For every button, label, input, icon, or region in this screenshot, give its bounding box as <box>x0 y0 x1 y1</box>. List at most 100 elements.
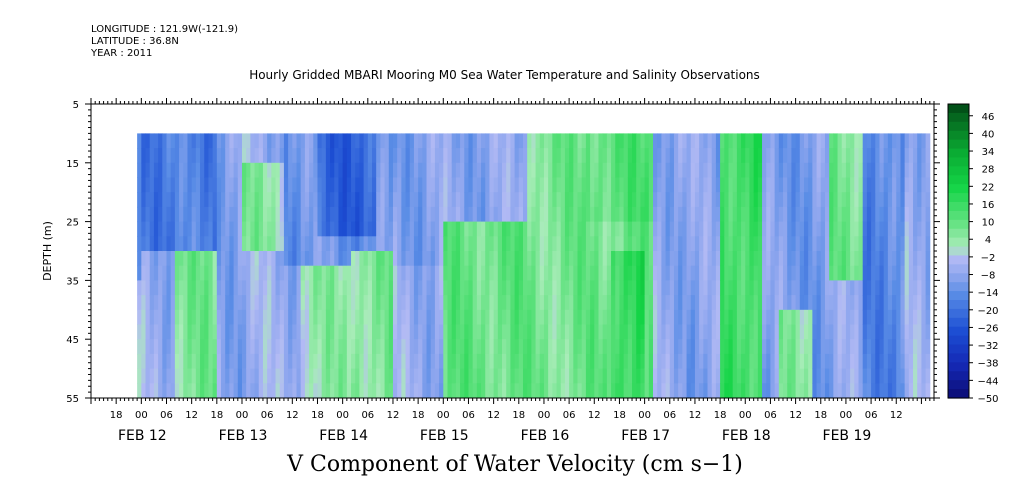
heatmap-cell <box>506 192 511 208</box>
heatmap-cell <box>317 206 323 223</box>
heatmap-cell <box>552 192 558 208</box>
heatmap-cell <box>770 162 776 178</box>
heatmap-cell <box>866 206 872 223</box>
heatmap-cell <box>166 148 172 164</box>
heatmap-cell <box>569 236 574 252</box>
heatmap-cell <box>451 221 457 237</box>
heatmap-cell <box>191 339 197 355</box>
heatmap-cell <box>279 251 285 267</box>
heatmap-cell <box>250 192 256 208</box>
heatmap-cell <box>762 309 767 325</box>
heatmap-cell <box>753 353 759 370</box>
heatmap-cell <box>623 324 629 340</box>
heatmap-cell <box>283 162 289 178</box>
heatmap-cell <box>556 280 562 296</box>
heatmap-cell <box>288 280 293 296</box>
heatmap-cell <box>602 368 608 384</box>
heatmap-cell <box>330 295 335 311</box>
heatmap-cell <box>330 221 335 237</box>
heatmap-cell <box>367 236 373 252</box>
heatmap-cell <box>221 309 226 325</box>
heatmap-cell <box>787 133 792 149</box>
heatmap-cell <box>225 206 230 223</box>
heatmap-cell <box>900 133 906 149</box>
heatmap-cell <box>372 221 377 237</box>
heatmap-cell <box>149 236 155 252</box>
heatmap-cell <box>170 251 176 267</box>
heatmap-cell <box>594 236 599 252</box>
heatmap-cell <box>623 280 629 296</box>
heatmap-cell <box>405 383 411 399</box>
heatmap-cell <box>346 339 352 355</box>
heatmap-cell <box>648 236 654 252</box>
heatmap-cell <box>887 280 893 296</box>
heatmap-cell <box>464 324 469 340</box>
heatmap-cell <box>715 295 721 311</box>
heatmap-cell <box>841 192 847 208</box>
heatmap-cell <box>611 133 616 149</box>
heatmap-cell <box>241 133 247 149</box>
heatmap-cell <box>703 162 709 178</box>
heatmap-cell <box>229 368 235 384</box>
heatmap-cell <box>191 192 197 208</box>
heatmap-cell <box>678 177 683 193</box>
heatmap-cell <box>728 221 734 237</box>
heatmap-cell <box>837 265 843 281</box>
heatmap-cell <box>174 148 180 164</box>
heatmap-cell <box>413 177 419 193</box>
heatmap-cell <box>514 339 520 355</box>
heatmap-cell <box>187 162 193 178</box>
heatmap-cell <box>296 353 302 370</box>
heatmap-cell <box>443 309 448 325</box>
heatmap-cell <box>212 295 218 311</box>
heatmap-cell <box>883 339 889 355</box>
heatmap-cell <box>699 339 704 355</box>
heatmap-cell <box>879 251 885 267</box>
heatmap-cell <box>665 192 671 208</box>
heatmap-cell <box>485 133 490 149</box>
heatmap-cell <box>355 236 360 252</box>
heatmap-cell <box>330 251 335 267</box>
heatmap-cell <box>472 148 478 164</box>
heatmap-cell <box>896 206 901 223</box>
heatmap-cell <box>476 368 482 384</box>
heatmap-cell <box>661 177 667 193</box>
heatmap-cell <box>678 295 683 311</box>
heatmap-cell <box>590 265 595 281</box>
heatmap-cell <box>648 295 654 311</box>
heatmap-cell <box>258 177 264 193</box>
heatmap-cell <box>158 177 163 193</box>
heatmap-cell <box>627 206 633 223</box>
heatmap-cell <box>338 280 344 296</box>
heatmap-cell <box>707 192 713 208</box>
heatmap-cell <box>262 251 268 267</box>
heatmap-cell <box>464 339 469 355</box>
heatmap-cell <box>787 265 792 281</box>
heatmap-cell <box>543 280 549 296</box>
heatmap-cell <box>145 206 151 223</box>
heatmap-cell <box>673 280 679 296</box>
heatmap-cell <box>711 280 717 296</box>
heatmap-cell <box>237 309 243 325</box>
heatmap-cell <box>837 206 843 223</box>
heatmap-cell <box>149 265 155 281</box>
heatmap-cell <box>342 148 348 164</box>
heatmap-cell <box>644 353 650 370</box>
heatmap-cell <box>866 251 872 267</box>
heatmap-cell <box>862 339 868 355</box>
heatmap-cell <box>543 221 549 237</box>
heatmap-cell <box>170 309 176 325</box>
heatmap-cell <box>699 206 704 223</box>
heatmap-cell <box>250 383 256 399</box>
heatmap-cell <box>338 324 344 340</box>
heatmap-cell <box>170 353 176 370</box>
heatmap-cell <box>753 339 759 355</box>
heatmap-cell <box>237 177 243 193</box>
heatmap-cell <box>808 383 813 399</box>
heatmap-cell <box>757 339 763 355</box>
heatmap-cell <box>200 280 205 296</box>
heatmap-cell <box>623 353 629 370</box>
heatmap-cell <box>921 133 927 149</box>
x-hour-label: 00 <box>840 410 853 421</box>
heatmap-cell <box>229 133 235 149</box>
